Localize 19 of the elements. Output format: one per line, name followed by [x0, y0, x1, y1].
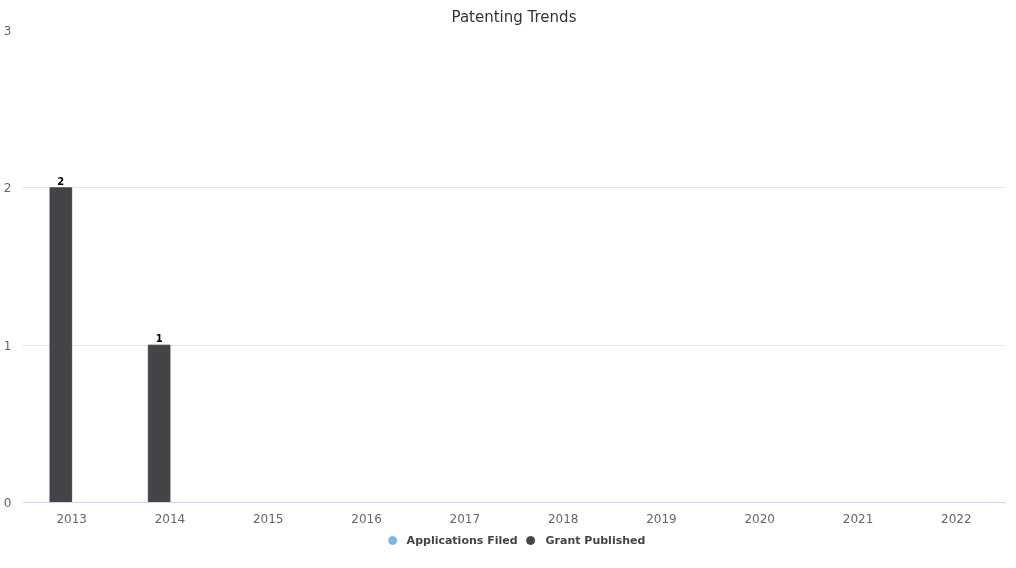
x-tick-label: 2017	[449, 511, 481, 526]
y-tick-label: 1	[3, 338, 12, 353]
data-label: 2	[57, 175, 65, 187]
legend-label: Applications Filed	[406, 533, 518, 547]
x-tick-label: 2022	[941, 511, 972, 526]
x-tick-label: 2019	[646, 511, 677, 526]
x-tick-label: 2014	[154, 511, 186, 526]
data-label: 1	[155, 333, 163, 345]
x-tick-label: 2015	[252, 511, 284, 526]
x-tick-label: 2013	[56, 511, 87, 526]
x-tick-label: 2018	[547, 511, 579, 526]
chart-title: Patenting Trends	[451, 7, 577, 26]
x-tick-label: 2016	[351, 511, 382, 526]
legend-label: Grant Published	[545, 533, 646, 547]
y-tick-label: 3	[3, 24, 12, 38]
y-tick-label: 0	[3, 496, 12, 510]
x-tick-label: 2020	[744, 511, 776, 526]
y-tick-label: 2	[3, 181, 12, 196]
x-tick-label: 2021	[842, 511, 874, 526]
